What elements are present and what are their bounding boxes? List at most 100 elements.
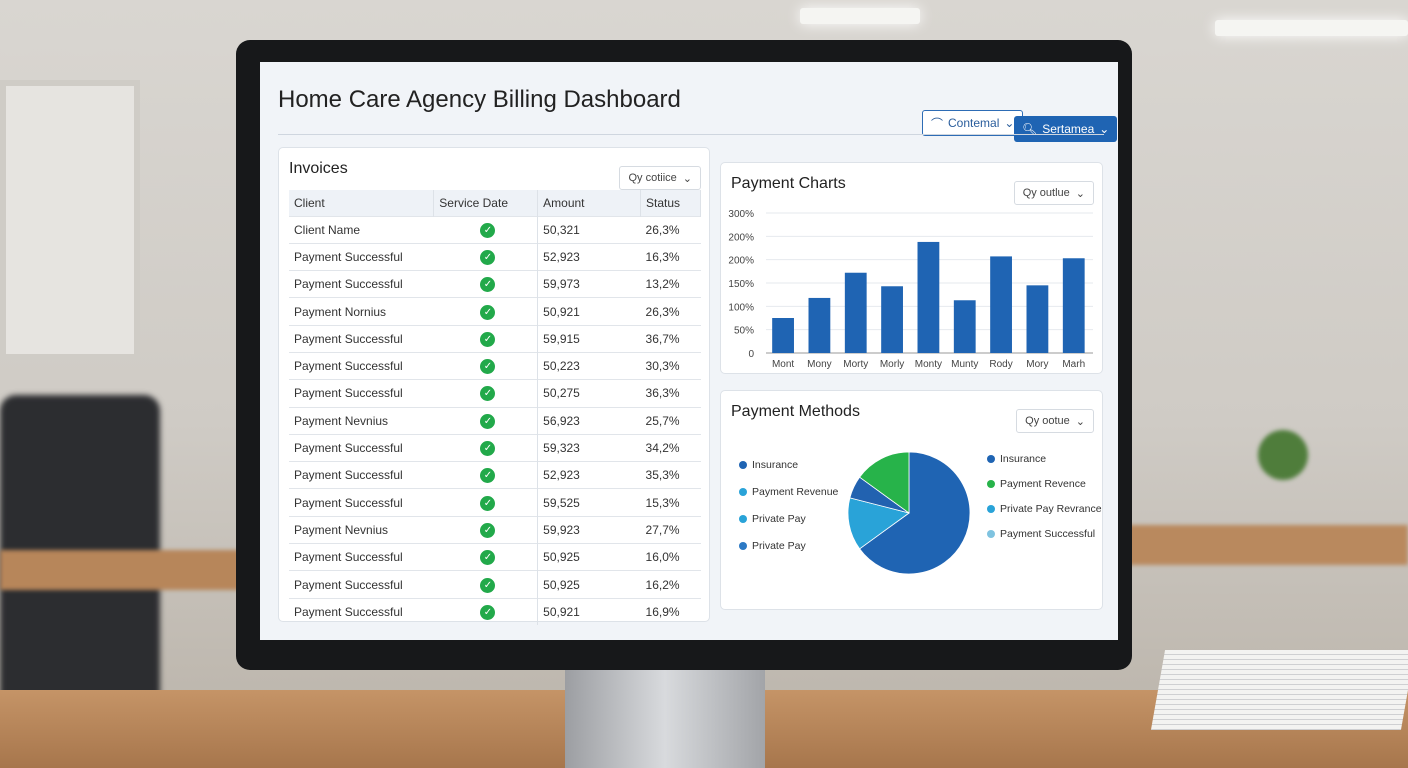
- amount-cell: 50,925: [537, 543, 641, 571]
- x-tick-label: Marh: [1062, 359, 1085, 370]
- table-row[interactable]: Payment Successful ✓ 50,925 16,0%: [289, 543, 701, 571]
- check-circle-icon: ✓: [480, 249, 496, 265]
- status-cell: 15,3%: [640, 488, 701, 517]
- y-tick-label: 300%: [728, 209, 754, 220]
- methods-filter-select[interactable]: Qy ootue ⌄: [1016, 409, 1094, 433]
- table-row[interactable]: Payment Successful ✓ 59,323 34,2%: [289, 433, 701, 462]
- service-date-cell: ✓: [433, 379, 538, 408]
- bar[interactable]: [1026, 285, 1049, 353]
- service-date-cell: ✓: [433, 488, 538, 517]
- client-cell: Payment Successful: [289, 433, 434, 462]
- search-button[interactable]: 🔍︎ Sertamea ⌄: [1014, 116, 1118, 142]
- desk: [0, 550, 240, 590]
- status-cell: 26,3%: [640, 215, 701, 244]
- y-tick-label: 200%: [728, 256, 754, 267]
- x-tick-label: Morty: [843, 359, 868, 370]
- legend-dot-icon: [987, 480, 995, 488]
- status-cell: 13,2%: [640, 270, 701, 298]
- client-cell: Payment Nevnius: [289, 406, 434, 435]
- status-cell: 35,3%: [640, 461, 701, 489]
- service-date-cell: ✓: [433, 215, 538, 244]
- client-cell: Payment Successful: [289, 270, 434, 298]
- client-cell: Payment Nornius: [289, 297, 434, 326]
- column-header[interactable]: Service Date: [433, 190, 539, 216]
- column-header[interactable]: Client: [289, 190, 435, 216]
- panel-title: Invoices: [289, 160, 348, 177]
- y-tick-label: 50%: [734, 326, 754, 337]
- paper-stack: [1150, 650, 1408, 730]
- bar[interactable]: [808, 297, 831, 353]
- legend-dot-icon: [739, 461, 747, 469]
- x-tick-label: Munty: [951, 359, 978, 370]
- table-row[interactable]: Payment Nevnius ✓ 56,923 25,7%: [289, 406, 701, 435]
- service-date-cell: ✓: [433, 461, 538, 489]
- client-cell: Payment Successful: [289, 242, 434, 271]
- check-circle-icon: ✓: [480, 550, 496, 566]
- pie-slice[interactable]: [859, 451, 971, 575]
- bar[interactable]: [772, 318, 794, 353]
- invoices-filter-select[interactable]: Qy cotiice ⌄: [619, 166, 701, 190]
- bar[interactable]: [1062, 258, 1085, 353]
- table-row[interactable]: Payment Successful ✓ 50,223 30,3%: [289, 351, 701, 380]
- dashboard-screen: Home Care Agency Billing Dashboard ⌒ Cont…: [260, 62, 1118, 640]
- service-date-cell: ✓: [433, 351, 538, 380]
- table-row[interactable]: Payment Successful ✓ 59,915 36,7%: [289, 324, 701, 353]
- amount-cell: 56,923: [537, 406, 641, 435]
- client-cell: Client Name: [289, 215, 434, 244]
- amount-cell: 59,525: [537, 488, 641, 517]
- status-cell: 27,7%: [640, 515, 701, 544]
- check-circle-icon: ✓: [480, 468, 496, 484]
- table-row[interactable]: Payment Nornius ✓ 50,921 26,3%: [289, 297, 701, 326]
- legend-dot-icon: [987, 505, 995, 513]
- legend-label: Insurance: [752, 459, 799, 471]
- table-row[interactable]: Payment Successful ✓ 50,921 16,9%: [289, 597, 701, 626]
- y-tick-label: 100%: [728, 302, 754, 313]
- search-icon: 🔍︎: [1022, 122, 1038, 136]
- client-cell: Payment Successful: [289, 543, 434, 571]
- amount-cell: 50,921: [537, 597, 641, 626]
- service-date-cell: ✓: [433, 242, 538, 271]
- check-circle-icon: ✓: [480, 331, 496, 347]
- legend-dot-icon: [739, 542, 747, 550]
- table-row[interactable]: Payment Successful ✓ 59,525 15,3%: [289, 488, 701, 517]
- x-tick-label: Mony: [807, 359, 831, 370]
- bar[interactable]: [881, 286, 903, 353]
- service-date-cell: ✓: [433, 324, 538, 353]
- amount-cell: 59,923: [537, 515, 641, 544]
- table-row[interactable]: Payment Successful ✓ 52,923 35,3%: [289, 461, 701, 489]
- bar[interactable]: [953, 300, 976, 353]
- status-cell: 36,7%: [640, 324, 701, 353]
- invoices-table: Client Service Date Amount Status Client Na…: [289, 190, 701, 626]
- table-row[interactable]: Payment Successful ✓ 52,923 16,3%: [289, 242, 701, 271]
- pie-slice[interactable]: [847, 497, 910, 550]
- link-icon: ⌒: [931, 116, 944, 131]
- column-header[interactable]: Status: [640, 190, 701, 216]
- table-row[interactable]: Payment Successful ✓ 50,925 16,2%: [289, 570, 701, 599]
- legend-item: Insurance: [739, 459, 798, 471]
- client-cell: Payment Successful: [289, 351, 434, 380]
- column-header[interactable]: Amount: [537, 190, 642, 216]
- x-tick-label: Monty: [915, 359, 942, 370]
- client-cell: Payment Successful: [289, 570, 434, 599]
- table-row[interactable]: Payment Successful ✓ 59,973 13,2%: [289, 270, 701, 298]
- ceiling-lamp: [800, 8, 920, 24]
- bar[interactable]: [844, 272, 867, 353]
- pie-slice[interactable]: [859, 451, 910, 514]
- table-row[interactable]: Payment Successful ✓ 50,275 36,3%: [289, 379, 701, 408]
- table-row[interactable]: Payment Nevnius ✓ 59,923 27,7%: [289, 515, 701, 544]
- legend-item: Payment Successful: [987, 528, 1095, 540]
- chevron-down-icon: ⌄: [1075, 415, 1085, 428]
- bar[interactable]: [990, 256, 1012, 353]
- contemal-button[interactable]: ⌒ Contemal ⌄: [922, 110, 1024, 136]
- bar[interactable]: [917, 241, 940, 353]
- amount-cell: 52,923: [537, 242, 641, 271]
- page-title: Home Care Agency Billing Dashboard: [278, 86, 681, 113]
- charts-filter-select[interactable]: Qy outlue ⌄: [1013, 181, 1094, 205]
- service-date-cell: ✓: [433, 433, 538, 462]
- desk: [1118, 525, 1408, 565]
- panel-title: Payment Methods: [731, 403, 860, 420]
- x-tick-label: Mont: [772, 359, 794, 370]
- client-cell: Payment Nevnius: [289, 515, 434, 544]
- table-row[interactable]: Client Name ✓ 50,321 26,3%: [289, 215, 701, 244]
- status-cell: 26,3%: [640, 297, 701, 326]
